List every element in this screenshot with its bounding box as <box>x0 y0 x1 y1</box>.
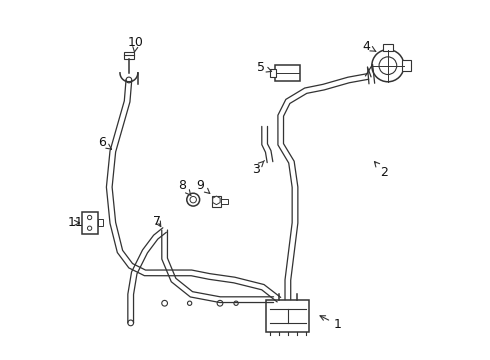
Bar <box>270 68 276 77</box>
Bar <box>98 219 103 226</box>
Text: 2: 2 <box>374 162 388 179</box>
Text: 8: 8 <box>178 179 191 196</box>
Circle shape <box>162 300 168 306</box>
Bar <box>267 300 309 332</box>
Circle shape <box>188 301 192 305</box>
Text: 11: 11 <box>68 216 83 229</box>
Text: 7: 7 <box>153 215 162 228</box>
Bar <box>275 65 300 81</box>
Circle shape <box>187 193 199 206</box>
Bar <box>212 196 220 207</box>
Text: 1: 1 <box>320 316 342 331</box>
Polygon shape <box>213 196 220 204</box>
Bar <box>383 44 393 51</box>
Circle shape <box>372 50 404 82</box>
Text: 10: 10 <box>128 36 144 52</box>
Circle shape <box>217 300 223 306</box>
Circle shape <box>190 197 196 203</box>
Circle shape <box>88 215 92 220</box>
Text: 5: 5 <box>257 61 271 74</box>
Text: 3: 3 <box>252 161 265 176</box>
Circle shape <box>88 226 92 230</box>
Text: 6: 6 <box>98 136 112 149</box>
Text: 9: 9 <box>196 179 210 193</box>
Circle shape <box>128 320 134 326</box>
Circle shape <box>234 301 238 305</box>
Bar <box>123 52 134 59</box>
Circle shape <box>126 77 132 83</box>
Bar <box>402 60 411 71</box>
Bar <box>81 212 98 234</box>
Circle shape <box>379 57 397 75</box>
Bar <box>220 199 228 203</box>
Text: 4: 4 <box>363 40 376 53</box>
